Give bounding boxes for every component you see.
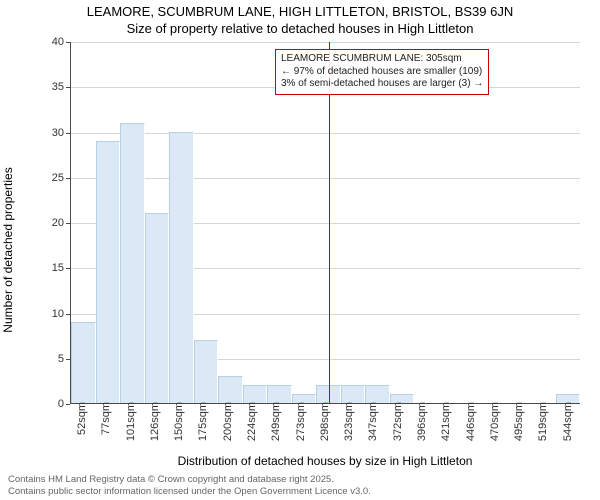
plot-frame: LEAMORE SCUMBRUM LANE: 305sqm ← 97% of d… <box>70 42 580 404</box>
y-tick <box>66 178 70 179</box>
y-tick-label: 20 <box>52 217 64 229</box>
annotation-line-3: 3% of semi-detached houses are larger (3… <box>281 78 483 91</box>
x-tick-label: 77sqm <box>98 402 112 452</box>
x-tick-label: 273sqm <box>293 402 307 452</box>
y-tick-label: 40 <box>52 36 64 48</box>
histogram-bar <box>120 123 145 403</box>
y-axis-label: Number of detached properties <box>1 125 15 375</box>
y-tick-label: 25 <box>52 172 64 184</box>
annotation-line-1: LEAMORE SCUMBRUM LANE: 305sqm <box>281 53 483 66</box>
annotation-line-2: ← 97% of detached houses are smaller (10… <box>281 66 483 79</box>
x-tick-label: 519sqm <box>535 402 549 452</box>
histogram-bar <box>267 385 292 403</box>
x-tick-label: 126sqm <box>147 402 161 452</box>
y-tick-label: 30 <box>52 127 64 139</box>
histogram-bar <box>194 340 219 403</box>
x-tick-label: 249sqm <box>268 402 282 452</box>
annotation-box: LEAMORE SCUMBRUM LANE: 305sqm ← 97% of d… <box>275 49 489 95</box>
y-tick-label: 0 <box>58 398 64 410</box>
chart-titles: LEAMORE, SCUMBRUM LANE, HIGH LITTLETON, … <box>0 0 600 38</box>
y-tick <box>66 268 70 269</box>
y-tick <box>66 87 70 88</box>
y-tick <box>66 359 70 360</box>
x-tick-label: 347sqm <box>365 402 379 452</box>
y-tick <box>66 314 70 315</box>
footer-line-1: Contains HM Land Registry data © Crown c… <box>8 474 371 486</box>
x-tick-label: 175sqm <box>195 402 209 452</box>
histogram-bar <box>145 213 170 403</box>
histogram-bar <box>243 385 268 403</box>
x-tick-label: 421sqm <box>438 402 452 452</box>
x-tick-label: 298sqm <box>317 402 331 452</box>
reference-line <box>329 42 330 403</box>
chart-container: LEAMORE, SCUMBRUM LANE, HIGH LITTLETON, … <box>0 0 600 500</box>
x-tick-label: 52sqm <box>74 402 88 452</box>
x-tick-label: 150sqm <box>171 402 185 452</box>
bars <box>71 42 580 403</box>
histogram-bar <box>96 141 121 403</box>
footer-line-2: Contains public sector information licen… <box>8 486 371 498</box>
y-tick-label: 5 <box>58 353 64 365</box>
footer: Contains HM Land Registry data © Crown c… <box>8 474 371 498</box>
y-tick-label: 15 <box>52 262 64 274</box>
x-tick-label: 200sqm <box>220 402 234 452</box>
x-tick-label: 470sqm <box>487 402 501 452</box>
y-tick <box>66 404 70 405</box>
y-tick <box>66 223 70 224</box>
x-tick-label: 323sqm <box>341 402 355 452</box>
histogram-bar <box>365 385 390 403</box>
x-tick-label: 101sqm <box>123 402 137 452</box>
y-tick-label: 10 <box>52 308 64 320</box>
x-tick-label: 224sqm <box>244 402 258 452</box>
x-tick-label: 446sqm <box>463 402 477 452</box>
y-tick <box>66 133 70 134</box>
histogram-bar <box>341 385 366 403</box>
x-tick-label: 372sqm <box>390 402 404 452</box>
x-tick-label: 544sqm <box>560 402 574 452</box>
plot-area: LEAMORE SCUMBRUM LANE: 305sqm ← 97% of d… <box>70 42 580 404</box>
x-tick-label: 396sqm <box>414 402 428 452</box>
title-line-1: LEAMORE, SCUMBRUM LANE, HIGH LITTLETON, … <box>0 4 600 21</box>
histogram-bar <box>218 376 243 403</box>
y-tick-label: 35 <box>52 81 64 93</box>
x-tick-label: 495sqm <box>511 402 525 452</box>
title-line-2: Size of property relative to detached ho… <box>0 21 600 38</box>
x-axis-label: Distribution of detached houses by size … <box>70 454 580 468</box>
histogram-bar <box>169 132 194 403</box>
y-tick <box>66 42 70 43</box>
histogram-bar <box>71 322 96 403</box>
